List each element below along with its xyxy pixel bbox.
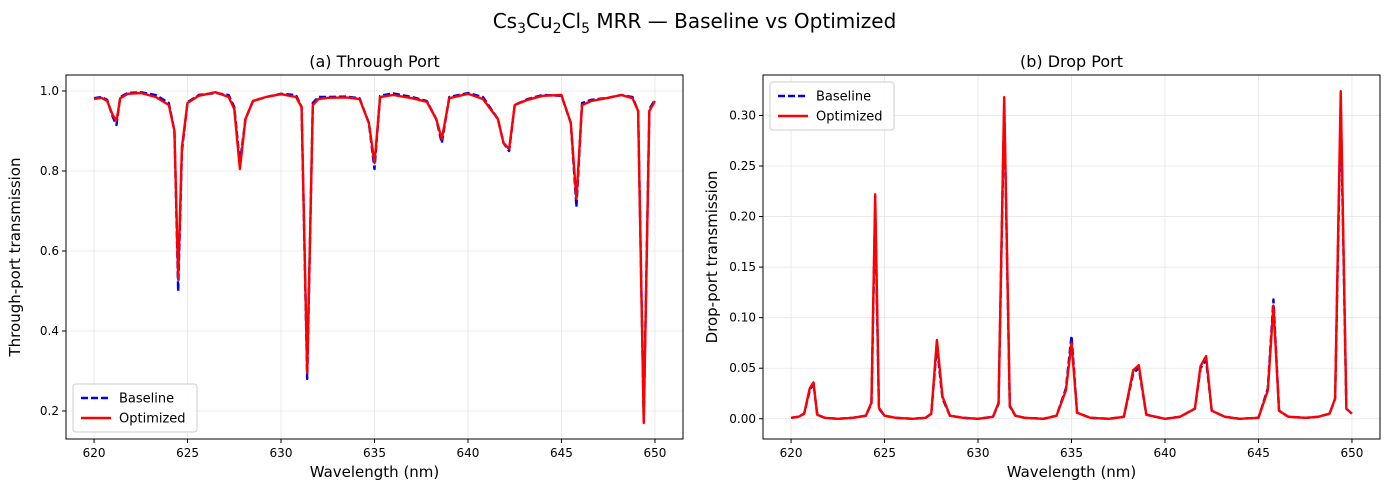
x-tick-label-640: 640 bbox=[1154, 446, 1177, 460]
legend: Baseline Optimized bbox=[72, 383, 198, 433]
figure-title: Cs3Cu2Cl5 MRR — Baseline vs Optimized bbox=[493, 9, 897, 37]
legend-label-optimized: Optimized bbox=[119, 412, 186, 427]
y-tick-label-0.4: 0.4 bbox=[40, 324, 59, 338]
chart-title: (b) Drop Port bbox=[1020, 52, 1123, 71]
x-tick-label-640: 640 bbox=[457, 446, 480, 460]
legend-box bbox=[72, 383, 198, 433]
y-tick-label-0.20: 0.20 bbox=[729, 210, 756, 224]
y-axis-label: Drop-port transmission bbox=[703, 171, 721, 344]
x-tick-label-650: 650 bbox=[644, 446, 667, 460]
y-tick-label-0.05: 0.05 bbox=[729, 361, 756, 375]
x-tick-label-645: 645 bbox=[550, 446, 573, 460]
x-tick-label-625: 625 bbox=[176, 446, 199, 460]
y-tick-label-0.30: 0.30 bbox=[729, 108, 756, 122]
y-tick-label-0.00: 0.00 bbox=[729, 412, 756, 426]
legend-box bbox=[769, 81, 895, 131]
legend-label-baseline: Baseline bbox=[119, 392, 174, 407]
y-tick-label-0.2: 0.2 bbox=[40, 404, 59, 418]
x-tick-label-630: 630 bbox=[270, 446, 293, 460]
y-tick-label-0.8: 0.8 bbox=[40, 164, 59, 178]
y-tick-label-0.10: 0.10 bbox=[729, 311, 756, 325]
y-tick-label-0.6: 0.6 bbox=[40, 244, 59, 258]
chart-title: (a) Through Port bbox=[309, 52, 440, 71]
y-tick-label-0.25: 0.25 bbox=[729, 159, 756, 173]
x-tick-label-650: 650 bbox=[1341, 446, 1364, 460]
x-tick-label-625: 625 bbox=[873, 446, 896, 460]
x-tick-label-630: 630 bbox=[967, 446, 990, 460]
x-tick-label-635: 635 bbox=[363, 446, 386, 460]
optimized-series-line bbox=[93, 90, 656, 425]
x-axis-label: Wavelength (nm) bbox=[310, 463, 440, 481]
y-axis-label: Through-port transmission bbox=[6, 158, 24, 358]
x-tick-label-620: 620 bbox=[83, 446, 106, 460]
through-port-chart: 620 625 630 635 640 645 650 0.2 0.4 0.6 0.8 1.0 (a) … bbox=[6, 52, 684, 481]
y-tick-label-1.0: 1.0 bbox=[40, 84, 59, 98]
legend-label-baseline: Baseline bbox=[816, 90, 871, 105]
x-axis-label: Wavelength (nm) bbox=[1007, 463, 1137, 481]
legend-label-optimized: Optimized bbox=[816, 110, 883, 125]
y-tick-label-0.15: 0.15 bbox=[729, 260, 756, 274]
legend: Baseline Optimized bbox=[769, 81, 895, 131]
optimized-series-line bbox=[790, 89, 1353, 420]
drop-port-chart: 620 625 630 635 640 645 650 0.00 0.05 0.10 0.15 0.2… bbox=[703, 52, 1381, 481]
x-tick-label-635: 635 bbox=[1060, 446, 1083, 460]
x-tick-label-645: 645 bbox=[1247, 446, 1270, 460]
x-tick-label-620: 620 bbox=[780, 446, 803, 460]
